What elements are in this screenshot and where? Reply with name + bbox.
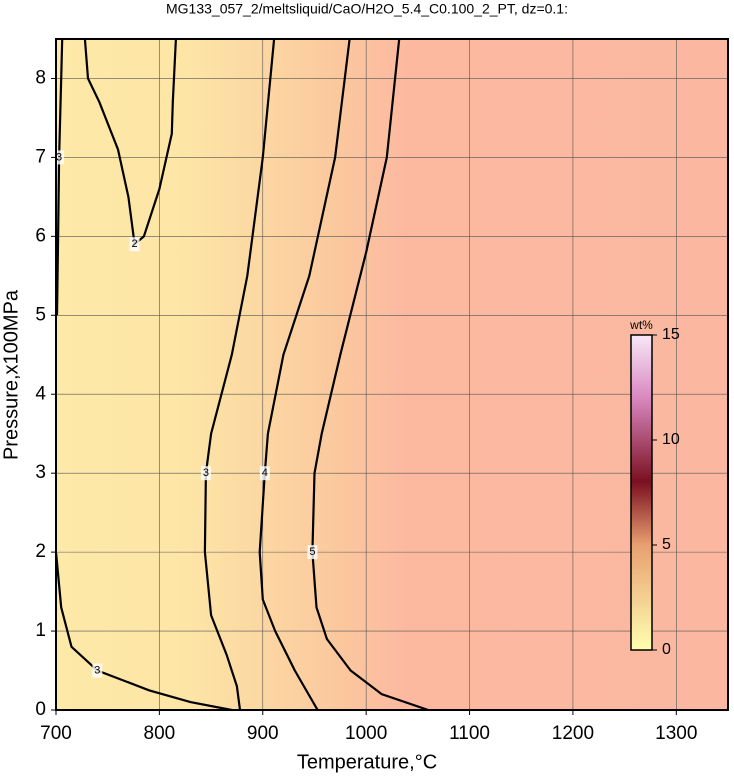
y-tick-label: 4 (35, 383, 46, 404)
colorbar-tick-label: 15 (662, 326, 680, 343)
x-tick-label: 1300 (655, 723, 697, 744)
colorbar-tick-label: 0 (662, 641, 671, 658)
y-tick-label: 0 (35, 699, 46, 720)
colorbar-tick-label: 5 (662, 536, 671, 553)
contour-label-bg (54, 150, 65, 165)
contour-line (311, 38, 429, 712)
contour-label: 5 (309, 546, 315, 558)
plot-frame (55, 38, 729, 711)
x-tick-label: 1200 (552, 723, 594, 744)
contour-label-bg (200, 466, 211, 481)
contour-label-bg (129, 237, 140, 252)
y-axis-label: Pressure,x100MPa (0, 289, 22, 460)
y-tick-label: 5 (35, 304, 46, 325)
contour-label-bg (259, 466, 270, 481)
contour-label: 4 (262, 467, 268, 479)
y-tick-label: 6 (35, 225, 46, 246)
contour-label-bg (92, 663, 103, 678)
x-axis-label: Temperature,°C (297, 751, 437, 773)
y-tick-label: 3 (35, 462, 46, 483)
plot-background (56, 39, 728, 710)
contour-label: 2 (132, 238, 138, 250)
colorbar-tick-label: 10 (662, 431, 680, 448)
x-tick-label: 800 (144, 723, 176, 744)
y-tick-label: 8 (35, 67, 46, 88)
contour-label-bg (307, 545, 318, 560)
x-tick-label: 700 (40, 723, 72, 744)
y-tick-label: 1 (35, 620, 46, 641)
y-tick-label: 2 (35, 541, 46, 562)
contour-label: 3 (56, 151, 62, 163)
y-tick-label: 7 (35, 146, 46, 167)
x-tick-label: 1100 (449, 723, 490, 744)
colorbar (630, 334, 653, 651)
x-tick-label: 1000 (345, 723, 387, 744)
contour-label: 3 (203, 467, 209, 479)
chart-title: MG133_057_2/meltsliquid/CaO/H2O_5.4_C0.1… (166, 1, 568, 17)
contour-label: 3 (94, 664, 100, 676)
colorbar-label: wt% (629, 318, 653, 332)
x-tick-label: 900 (247, 723, 279, 744)
